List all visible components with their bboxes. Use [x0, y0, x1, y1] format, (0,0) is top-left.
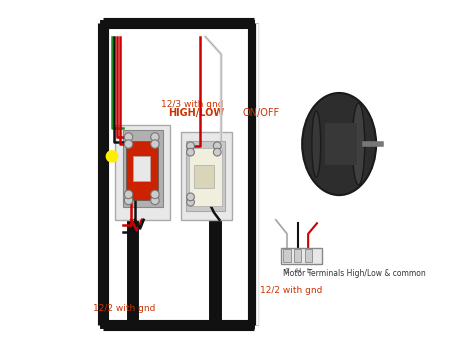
Text: HIGH/LOW: HIGH/LOW: [168, 108, 225, 118]
Circle shape: [213, 142, 221, 150]
Text: ON/OFF: ON/OFF: [242, 108, 279, 118]
Bar: [181, 132, 232, 220]
Bar: [122, 130, 163, 207]
Circle shape: [187, 148, 194, 156]
Bar: [283, 249, 291, 262]
Text: H: H: [295, 268, 300, 274]
Circle shape: [124, 190, 133, 199]
Circle shape: [151, 140, 159, 148]
Ellipse shape: [352, 103, 365, 185]
Circle shape: [187, 193, 194, 201]
Circle shape: [187, 142, 194, 150]
Bar: [305, 249, 312, 262]
Circle shape: [151, 190, 159, 199]
Bar: [127, 141, 158, 200]
Text: 12/2 with gnd: 12/2 with gnd: [260, 286, 322, 295]
Circle shape: [151, 133, 159, 141]
Bar: [186, 141, 225, 211]
Circle shape: [124, 133, 133, 141]
Text: C: C: [285, 268, 290, 274]
Bar: [189, 148, 222, 206]
Circle shape: [151, 196, 159, 204]
Ellipse shape: [302, 93, 376, 195]
Bar: [194, 165, 214, 188]
Circle shape: [106, 150, 118, 163]
Circle shape: [124, 196, 133, 204]
Circle shape: [213, 148, 221, 156]
Circle shape: [124, 140, 133, 148]
Bar: [294, 249, 301, 262]
Bar: [281, 248, 321, 264]
Text: 12/2 with gnd: 12/2 with gnd: [93, 304, 155, 313]
Text: 12/3 with gnd: 12/3 with gnd: [161, 100, 224, 109]
Circle shape: [187, 198, 194, 206]
Ellipse shape: [312, 111, 320, 177]
Bar: [116, 125, 170, 220]
Bar: [325, 123, 357, 165]
Text: L: L: [306, 268, 310, 274]
Text: Motor Terminals High/Low & common: Motor Terminals High/Low & common: [283, 269, 426, 278]
Bar: [103, 22, 251, 326]
Bar: [133, 156, 150, 181]
